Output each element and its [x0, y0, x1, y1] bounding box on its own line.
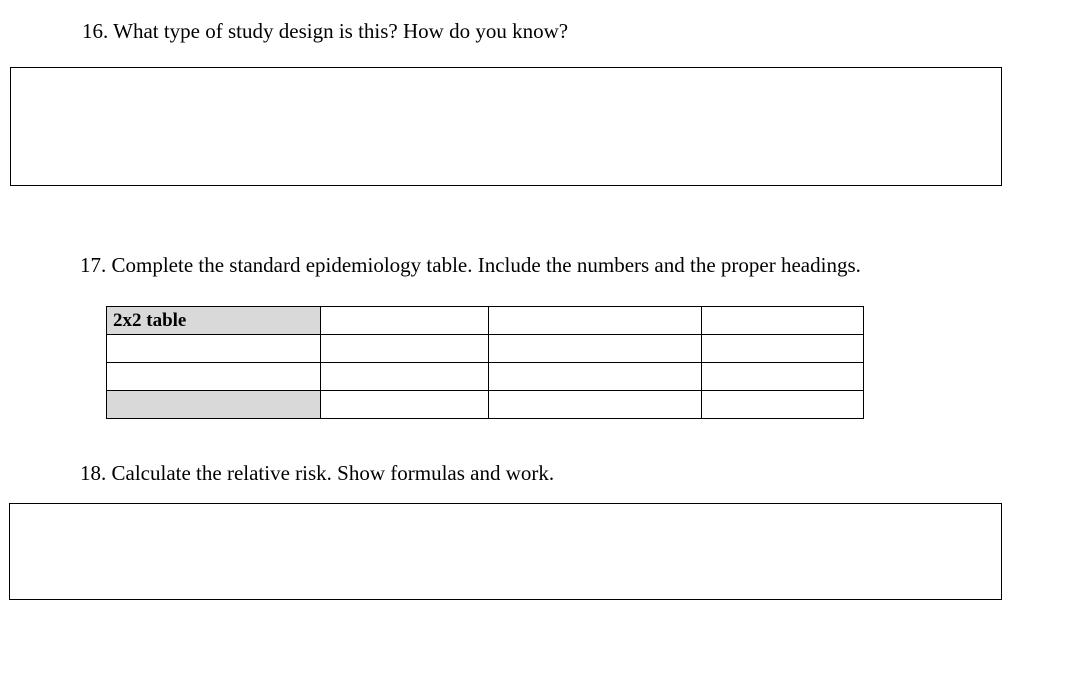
- table-cell[interactable]: [702, 335, 864, 363]
- table-cell[interactable]: [702, 363, 864, 391]
- table-cell[interactable]: [321, 391, 489, 419]
- epidemiology-2x2-table: 2x2 table: [106, 306, 864, 419]
- table-row: [107, 391, 864, 419]
- table-cell[interactable]: [489, 363, 702, 391]
- table-cell[interactable]: [489, 335, 702, 363]
- table-cell[interactable]: [489, 307, 702, 335]
- table-row: [107, 363, 864, 391]
- table-cell[interactable]: [702, 391, 864, 419]
- answer-box-16[interactable]: [10, 67, 1002, 186]
- table-cell[interactable]: [107, 391, 321, 419]
- table-row: 2x2 table: [107, 307, 864, 335]
- table-cell[interactable]: [321, 363, 489, 391]
- question-18-text: 18. Calculate the relative risk. Show fo…: [80, 461, 554, 486]
- table-cell[interactable]: [321, 307, 489, 335]
- question-16-text: 16. What type of study design is this? H…: [82, 19, 568, 44]
- table-cell[interactable]: [489, 391, 702, 419]
- answer-box-18[interactable]: [9, 503, 1002, 600]
- table-cell[interactable]: [107, 335, 321, 363]
- table-cell[interactable]: [107, 363, 321, 391]
- table-header-cell[interactable]: 2x2 table: [107, 307, 321, 335]
- table-cell[interactable]: [321, 335, 489, 363]
- table-row: [107, 335, 864, 363]
- question-17-text: 17. Complete the standard epidemiology t…: [80, 253, 861, 278]
- table-cell[interactable]: [702, 307, 864, 335]
